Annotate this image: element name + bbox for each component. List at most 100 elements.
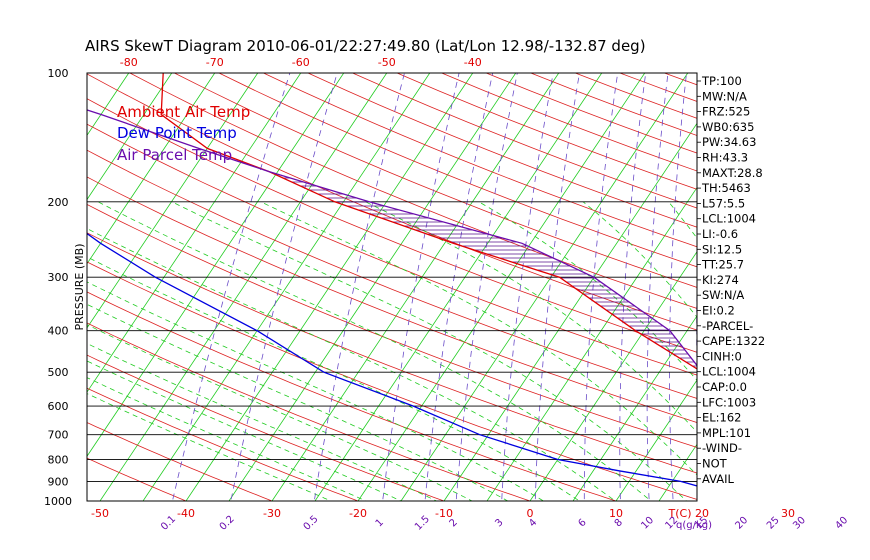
index-label: TT:25.7 <box>701 258 744 272</box>
mixing-ratio-unit: q(g/kg) <box>676 520 712 531</box>
dry-adiabat-line <box>87 123 697 376</box>
bottom-temp-tick-label: -10 <box>435 507 453 520</box>
index-label: MPL:101 <box>702 426 751 440</box>
moist-adiabat-line <box>87 343 438 501</box>
moist-adiabat-line <box>87 324 473 501</box>
moist-adiabat-line <box>87 360 403 501</box>
index-label: KI:274 <box>702 273 739 287</box>
isotherm-line <box>615 379 697 501</box>
mixing-ratio-line <box>424 73 494 501</box>
isotherm-line <box>658 443 697 501</box>
isotherm-line <box>831 73 870 501</box>
isotherm-line <box>745 73 870 501</box>
moist-adiabat-line <box>582 201 697 318</box>
moist-adiabat-line <box>97 201 652 501</box>
index-label: SW:N/A <box>702 288 744 302</box>
index-label: LI:-0.6 <box>702 227 738 241</box>
index-label: MAXT:28.8 <box>702 166 763 180</box>
moist-adiabat-line <box>171 201 687 501</box>
mixing-ratio-line <box>230 73 338 501</box>
isotherm-line <box>87 73 259 329</box>
legend-air-parcel-temp: Air Parcel Temp <box>117 146 232 164</box>
ambient-air-temp-line <box>160 73 697 370</box>
legend: Ambient Air Temp Dew Point Temp Air Parc… <box>117 103 250 164</box>
mixing-ratio-line <box>382 73 460 501</box>
dry-adiabat-line <box>87 387 360 501</box>
dry-adiabat-line <box>664 73 697 86</box>
moist-adiabat-line <box>87 281 545 501</box>
isotherm-line <box>142 73 431 501</box>
dry-adiabat-line <box>129 73 697 309</box>
mixing-ratio-tick-label: 0.1 <box>159 514 178 533</box>
mixing-ratio-line <box>501 73 554 501</box>
dry-adiabat-line <box>486 73 697 154</box>
dry-adiabat-line <box>87 354 446 501</box>
dry-adiabat-line <box>87 457 188 501</box>
moist-adiabat-line <box>365 201 697 433</box>
index-label: CINH:0 <box>702 349 742 363</box>
moist-adiabat-line <box>87 228 616 501</box>
pressure-tick-label: 700 <box>48 429 69 442</box>
index-label: LCL:1004 <box>702 212 756 226</box>
bottom-temp-unit: T(C) <box>668 507 692 520</box>
plot-border <box>86 72 698 502</box>
top-temp-tick-label: -70 <box>206 56 224 69</box>
top-temp-tick-label: -40 <box>464 56 482 69</box>
mixing-ratio-tick-label: 1 <box>374 517 386 529</box>
mixing-ratio-line <box>669 73 687 501</box>
isotherm-line <box>87 73 216 265</box>
isotherm-line <box>400 73 689 501</box>
index-label: EL:162 <box>702 411 742 425</box>
bottom-temp-tick-label: -40 <box>177 507 195 520</box>
mixing-ratio-line <box>583 73 619 501</box>
mixing-ratio-tick-label: 25 <box>765 515 782 532</box>
moist-adiabat-line <box>87 377 368 501</box>
dry-adiabat-line <box>218 73 697 268</box>
pressure-tick-label: 600 <box>48 400 69 413</box>
mixing-ratio-tick-label: 3 <box>493 517 505 529</box>
pressure-tick-label: 900 <box>48 475 69 488</box>
index-label: -WIND- <box>702 441 742 455</box>
mixing-ratio-tick-label: 40 <box>833 515 850 532</box>
bottom-temp-tick-label: -20 <box>349 507 367 520</box>
index-label: NOT <box>702 457 728 471</box>
dry-adiabat-line <box>87 291 618 501</box>
dew-point-temp-line <box>87 232 697 487</box>
mixing-ratio-line <box>172 73 291 501</box>
dry-adiabat-line <box>87 322 532 501</box>
isotherm-line <box>185 73 474 501</box>
isotherm-line <box>486 186 697 501</box>
pressure-tick-label: 500 <box>48 366 69 379</box>
pressure-tick-label: 200 <box>48 196 69 209</box>
mixing-ratio-line <box>455 73 518 501</box>
index-label: LFC:1003 <box>702 395 756 409</box>
index-label: MW:N/A <box>702 89 747 103</box>
dry-adiabat-line <box>754 73 870 510</box>
mixing-ratio-tick-label: 2 <box>448 517 460 529</box>
mixing-ratio-line <box>534 73 580 501</box>
index-label: -PARCEL- <box>702 319 753 333</box>
mixing-ratio-tick-label: 0.2 <box>218 514 237 533</box>
pressure-tick-label: 100 <box>48 67 69 80</box>
dry-adiabat-line <box>87 422 274 501</box>
isotherm-line <box>0 73 43 501</box>
bottom-temp-tick-label: 20 <box>695 507 709 520</box>
pressure-tick-label: 800 <box>48 454 69 467</box>
mixing-ratio-tick-label: 0.5 <box>302 514 321 533</box>
legend-ambient-air-temp: Ambient Air Temp <box>117 103 250 121</box>
mixing-ratio-tick-label: 1.5 <box>413 514 432 533</box>
index-label: TH:5463 <box>701 181 751 195</box>
bottom-temp-tick-label: 30 <box>781 507 795 520</box>
mixing-ratio-line <box>313 73 405 501</box>
top-temp-tick-label: -50 <box>378 56 396 69</box>
index-label: TP:100 <box>701 74 742 88</box>
mixing-ratio-line <box>646 73 669 501</box>
isotherm-line <box>357 73 646 501</box>
dry-adiabat-line <box>87 261 697 500</box>
mixing-ratio-line <box>619 73 647 501</box>
mixing-ratio-tick-label: 8 <box>613 517 625 529</box>
dry-adiabat-line <box>174 73 697 288</box>
index-label: RH:43.3 <box>702 151 748 165</box>
